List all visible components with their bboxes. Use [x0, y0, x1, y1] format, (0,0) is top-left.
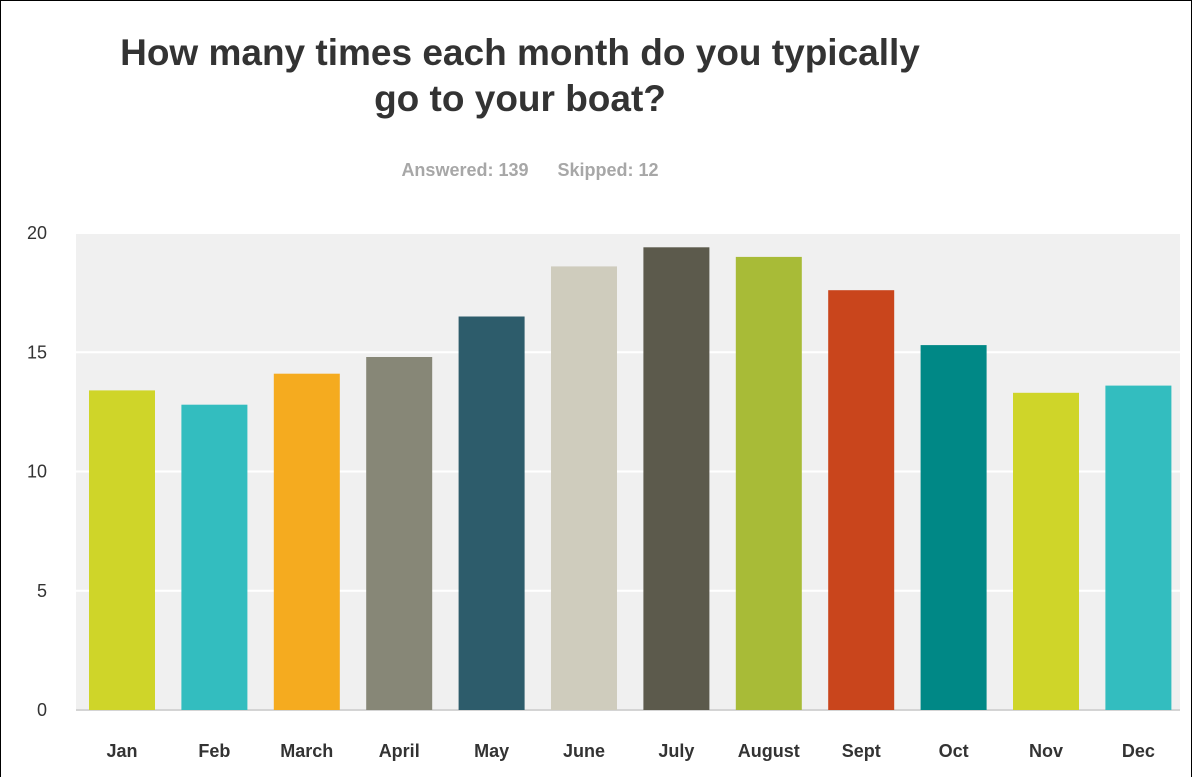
bar-dec: [1105, 385, 1172, 710]
bar-july: [643, 247, 710, 711]
answered-count: Answered: 139: [401, 160, 529, 180]
x-tick-label: Jan: [106, 741, 137, 761]
x-tick-label: April: [379, 741, 420, 761]
y-tick-label: 15: [27, 342, 47, 362]
x-tick-label: August: [738, 741, 800, 761]
bar-april: [366, 357, 433, 710]
bar-may: [458, 316, 525, 710]
x-tick-label: Dec: [1122, 741, 1155, 761]
x-tick-label: Oct: [939, 741, 969, 761]
x-tick-label: Feb: [198, 741, 230, 761]
y-tick-label: 0: [37, 700, 47, 720]
x-tick-label: Sept: [842, 741, 881, 761]
y-tick-label: 10: [27, 462, 47, 482]
bar-nov: [1013, 392, 1079, 710]
bar-march: [273, 373, 340, 710]
bar-oct: [920, 345, 987, 710]
x-tick-label: June: [563, 741, 605, 761]
skipped-count: Skipped: 12: [557, 160, 659, 180]
x-tick-label: May: [474, 741, 509, 761]
chart-title: How many times each month do you typical…: [0, 30, 1040, 122]
x-tick-label: March: [280, 741, 333, 761]
x-tick-label: Nov: [1029, 741, 1063, 761]
bar-june: [551, 266, 617, 710]
bar-august: [735, 256, 802, 710]
y-tick-label: 5: [37, 581, 47, 601]
bar-jan: [89, 390, 155, 710]
bar-feb: [181, 404, 248, 710]
bar-sept: [828, 290, 895, 710]
y-tick-label: 20: [27, 223, 47, 243]
x-tick-label: July: [658, 741, 694, 761]
response-stats: Answered: 139 Skipped: 12: [0, 160, 1060, 181]
chart-title-line-1: How many times each month do you typical…: [120, 32, 920, 73]
chart-title-line-2: go to your boat?: [374, 78, 666, 119]
